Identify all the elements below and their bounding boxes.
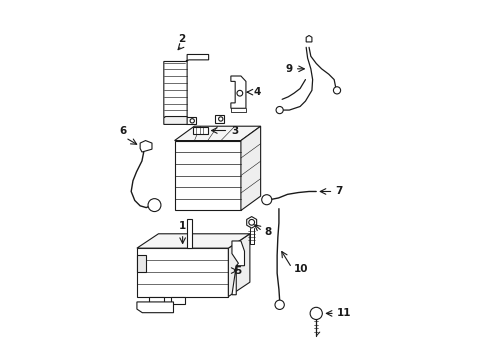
Circle shape <box>190 119 194 123</box>
Text: 2: 2 <box>178 34 185 44</box>
Text: 7: 7 <box>335 186 342 197</box>
Circle shape <box>218 117 223 121</box>
Polygon shape <box>149 297 163 305</box>
Polygon shape <box>231 241 244 295</box>
Polygon shape <box>187 220 191 248</box>
Circle shape <box>276 107 283 114</box>
Polygon shape <box>137 234 249 248</box>
Circle shape <box>148 199 161 212</box>
Text: 10: 10 <box>293 264 308 274</box>
Polygon shape <box>140 140 152 152</box>
Polygon shape <box>137 248 228 297</box>
Text: 4: 4 <box>253 87 260 97</box>
Polygon shape <box>230 76 245 108</box>
Polygon shape <box>305 36 311 42</box>
Circle shape <box>274 300 284 310</box>
Circle shape <box>261 195 271 205</box>
Polygon shape <box>174 126 260 140</box>
Circle shape <box>333 87 340 94</box>
Bar <box>192 127 207 134</box>
Text: 6: 6 <box>120 126 127 135</box>
Polygon shape <box>137 255 145 273</box>
Polygon shape <box>171 297 185 305</box>
Polygon shape <box>174 140 241 211</box>
Circle shape <box>237 90 242 96</box>
Bar <box>215 115 224 122</box>
Text: 5: 5 <box>233 266 241 275</box>
Bar <box>186 117 195 125</box>
Text: 3: 3 <box>230 126 238 135</box>
Polygon shape <box>246 217 256 228</box>
Polygon shape <box>163 54 208 117</box>
Text: 1: 1 <box>179 221 186 231</box>
Polygon shape <box>241 126 260 211</box>
Circle shape <box>309 307 322 319</box>
Circle shape <box>248 220 254 225</box>
Polygon shape <box>228 234 249 297</box>
Polygon shape <box>137 302 173 313</box>
Text: 9: 9 <box>285 64 292 74</box>
Text: 8: 8 <box>264 228 271 237</box>
Text: 11: 11 <box>336 309 351 318</box>
Polygon shape <box>163 117 187 125</box>
